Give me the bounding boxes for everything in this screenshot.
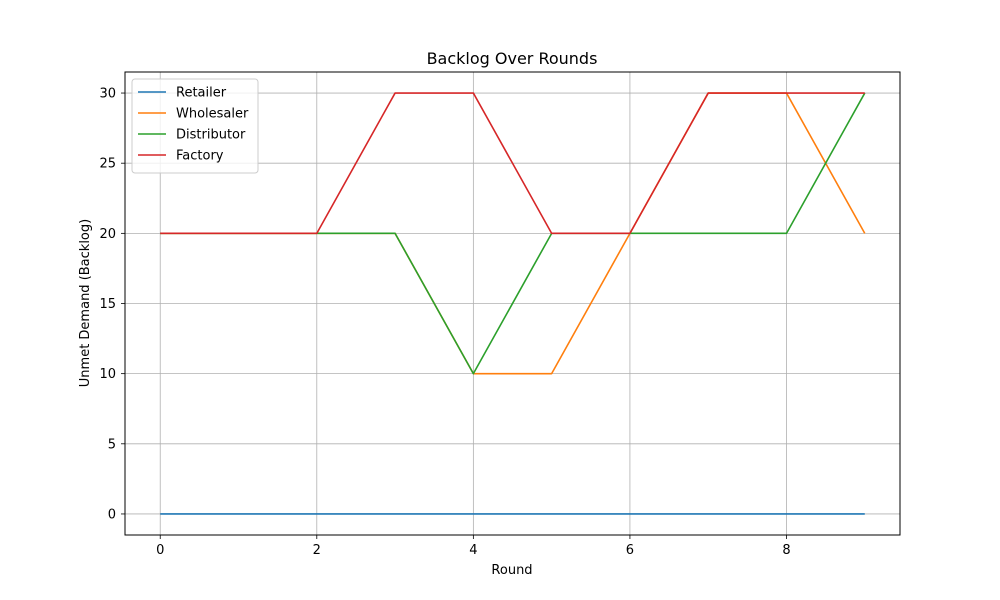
x-tick-label: 0 — [156, 543, 164, 558]
legend-label-factory: Factory — [176, 149, 224, 164]
y-tick-label: 5 — [108, 437, 116, 452]
legend: Retailer Wholesaler Distributor Factory — [131, 78, 259, 174]
y-tick-label: 15 — [99, 297, 116, 312]
y-axis-title: Unmet Demand (Backlog) — [78, 219, 93, 387]
y-tick-label: 20 — [99, 227, 116, 242]
y-tick-label: 10 — [99, 367, 116, 382]
x-tick-label: 6 — [626, 543, 634, 558]
series-line-factory — [160, 92, 865, 235]
series-lines — [160, 92, 866, 515]
x-tick-label: 8 — [782, 543, 790, 558]
legend-label-wholesaler: Wholesaler — [176, 107, 249, 122]
x-axis-title: Round — [491, 563, 532, 578]
legend-label-retailer: Retailer — [176, 86, 227, 101]
chart-title: Backlog Over Rounds — [427, 49, 598, 68]
x-tick-label: 2 — [313, 543, 321, 558]
legend-box — [131, 78, 259, 174]
axis-ticks: 0 2 4 6 8 0 5 10 15 20 25 30 — [99, 87, 790, 558]
x-tick-label: 4 — [469, 543, 477, 558]
legend-label-distributor: Distributor — [176, 128, 246, 143]
y-tick-label: 25 — [99, 157, 116, 172]
y-tick-label: 0 — [108, 507, 116, 522]
y-tick-label: 30 — [99, 87, 116, 102]
